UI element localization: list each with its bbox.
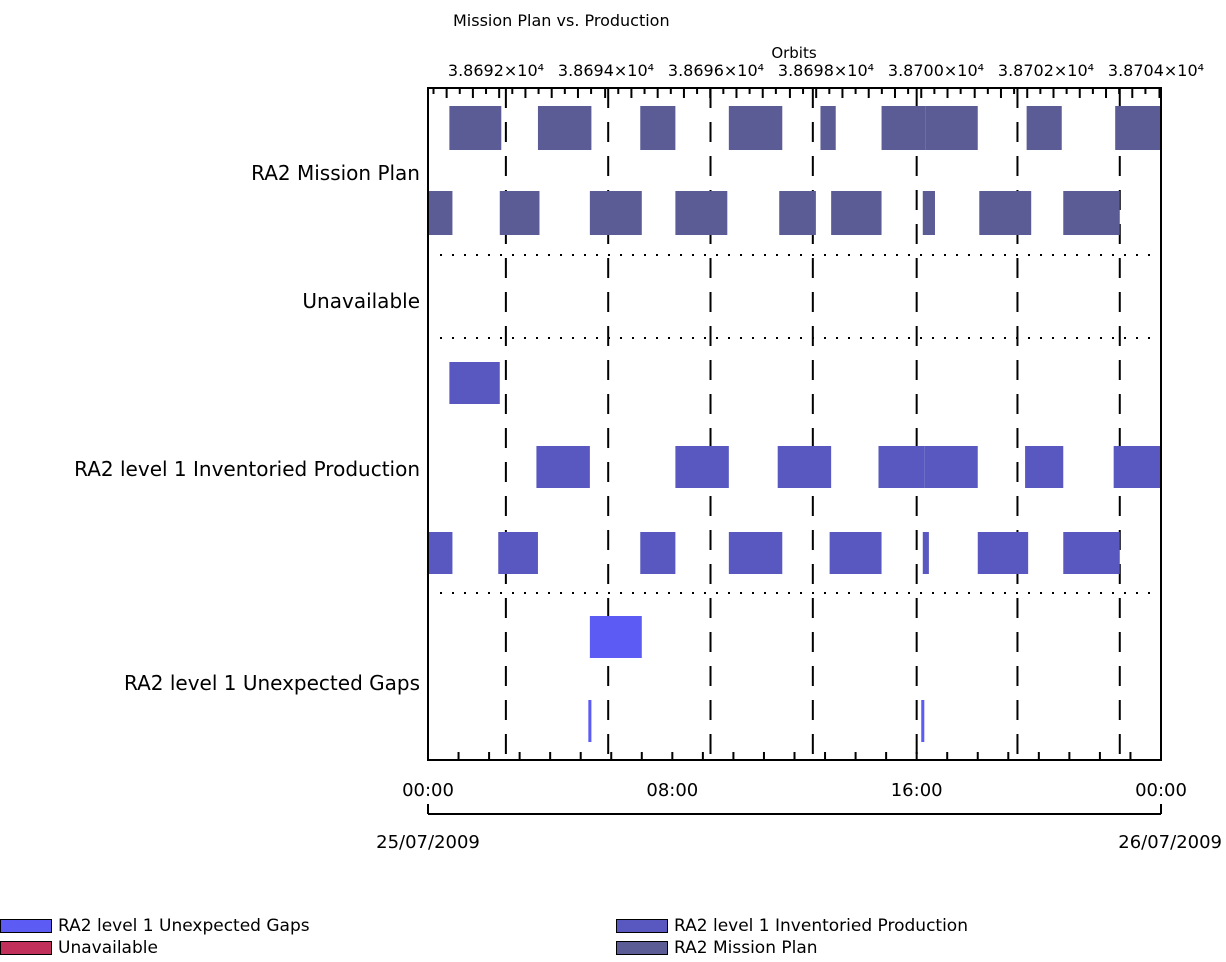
bar bbox=[499, 191, 540, 235]
top-axis-ticks: 3.8692×10⁴ 3.8694×10⁴ 3.8696×10⁴ 3.8698×10⁴… bbox=[432, 61, 1204, 98]
bar bbox=[924, 446, 978, 488]
top-tick-label: 3.8692×10⁴ bbox=[448, 61, 544, 80]
gantt-chart: Mission Plan vs. Production Orbits 3.869… bbox=[74, 11, 1222, 853]
bar bbox=[922, 532, 929, 574]
bar bbox=[449, 106, 502, 150]
legend-label: Unavailable bbox=[58, 938, 158, 958]
legend-swatch bbox=[616, 919, 668, 933]
top-tick-label: 3.8702×10⁴ bbox=[998, 61, 1094, 80]
bar bbox=[588, 700, 592, 742]
chart-title: Mission Plan vs. Production bbox=[453, 11, 670, 30]
legend-label: RA2 level 1 Inventoried Production bbox=[674, 916, 968, 936]
legend-swatch bbox=[0, 919, 52, 933]
bar bbox=[921, 700, 925, 742]
top-tick-label: 3.8696×10⁴ bbox=[668, 61, 764, 80]
bar bbox=[536, 446, 590, 488]
bar bbox=[820, 106, 836, 150]
bar bbox=[881, 106, 926, 150]
bar bbox=[428, 532, 453, 574]
plot-frame bbox=[427, 87, 1162, 761]
row-label: RA2 Mission Plan bbox=[251, 161, 420, 185]
date-label-end: 26/07/2009 bbox=[1118, 832, 1222, 853]
bottom-tick-label: 08:00 bbox=[646, 780, 698, 801]
row-separators bbox=[440, 254, 1157, 594]
legend-swatch bbox=[616, 941, 668, 955]
bar bbox=[831, 191, 882, 235]
bottom-tick-label: 00:00 bbox=[402, 780, 454, 801]
bottom-axis: 00:00 08:00 16:00 00:00 25/07/2009 26/07/2009 bbox=[376, 752, 1222, 853]
bottom-tick-label: 00:00 bbox=[1135, 780, 1187, 801]
row-label: RA2 level 1 Unexpected Gaps bbox=[124, 671, 420, 695]
legend-item-unexpected-gaps: RA2 level 1 Unexpected Gaps bbox=[0, 916, 310, 936]
bar bbox=[1025, 446, 1064, 488]
bar bbox=[925, 106, 978, 150]
bar bbox=[728, 532, 783, 574]
bar bbox=[675, 191, 728, 235]
legend-label: RA2 level 1 Unexpected Gaps bbox=[58, 916, 310, 936]
row-labels: RA2 Mission Plan Unavailable RA2 level 1 I… bbox=[74, 161, 420, 695]
top-tick-label: 3.8700×10⁴ bbox=[888, 61, 984, 80]
bar bbox=[777, 446, 832, 488]
bar bbox=[428, 191, 453, 235]
bar bbox=[675, 446, 729, 488]
bar bbox=[640, 532, 676, 574]
row-label: RA2 level 1 Inventoried Production bbox=[74, 457, 420, 481]
dashed-gridlines bbox=[504, 88, 1121, 760]
bar bbox=[640, 106, 676, 150]
bar bbox=[979, 191, 1032, 235]
legend-label: RA2 Mission Plan bbox=[674, 938, 818, 958]
legend-item-unavailable: Unavailable bbox=[0, 938, 158, 958]
bar bbox=[1113, 446, 1161, 488]
bar bbox=[829, 532, 882, 574]
bar bbox=[1026, 106, 1062, 150]
bar bbox=[1115, 106, 1161, 150]
bar bbox=[537, 106, 592, 150]
bar bbox=[1063, 532, 1120, 574]
top-tick-label: 3.8694×10⁴ bbox=[558, 61, 654, 80]
bottom-tick-label: 16:00 bbox=[891, 780, 943, 801]
bar bbox=[1063, 191, 1120, 235]
top-axis-label: Orbits bbox=[771, 44, 817, 62]
top-tick-label: 3.8704×10⁴ bbox=[1108, 61, 1204, 80]
row-label: Unavailable bbox=[302, 289, 420, 313]
bar bbox=[589, 191, 642, 235]
top-tick-label: 3.8698×10⁴ bbox=[778, 61, 874, 80]
bar bbox=[878, 446, 925, 488]
bar bbox=[779, 191, 816, 235]
bar bbox=[922, 191, 935, 235]
bar bbox=[977, 532, 1029, 574]
bars-layer bbox=[428, 106, 1161, 742]
legend: RA2 level 1 Unexpected Gaps Unavailable … bbox=[0, 912, 1226, 962]
date-label-start: 25/07/2009 bbox=[376, 832, 480, 853]
legend-item-mission-plan: RA2 Mission Plan bbox=[616, 938, 818, 958]
bar bbox=[498, 532, 538, 574]
legend-swatch bbox=[0, 941, 52, 955]
bar bbox=[449, 362, 500, 404]
legend-item-inventoried-production: RA2 level 1 Inventoried Production bbox=[616, 916, 968, 936]
bar bbox=[589, 616, 642, 658]
bar bbox=[728, 106, 783, 150]
